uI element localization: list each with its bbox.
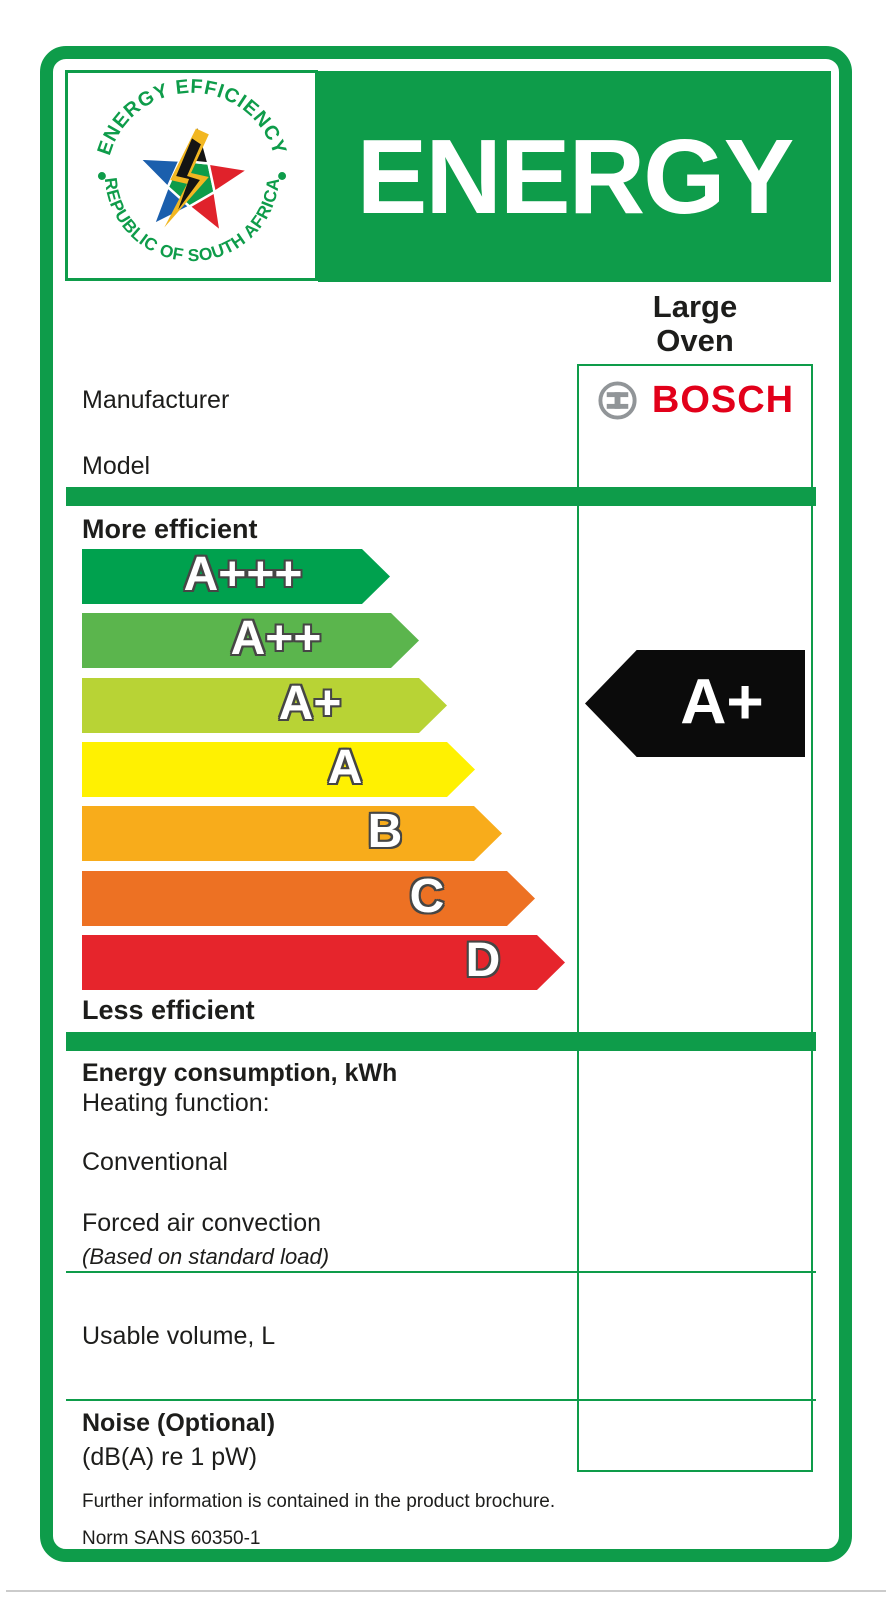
bosch-armature-icon — [598, 380, 637, 420]
noise-unit-label: (dB(A) re 1 pW) — [82, 1443, 258, 1471]
grade-arrow-a2plus: A++ — [82, 613, 419, 668]
grade-arrow-c: C — [82, 871, 535, 926]
usable-volume-label: Usable volume, L — [82, 1322, 276, 1350]
lightning-bolt-core — [175, 137, 201, 210]
grade-arrow-label: B — [367, 804, 403, 858]
model-label: Model — [82, 452, 151, 480]
grade-arrow-label: D — [465, 933, 501, 987]
manufacturer-label: Manufacturer — [82, 386, 230, 414]
grade-arrow-d: D — [82, 935, 565, 990]
energy-consumption-title: Energy consumption, kWh — [82, 1059, 398, 1087]
grade-arrow-label: C — [409, 869, 445, 923]
forced-air-convection-label: Forced air convection — [82, 1209, 322, 1237]
section-line-volume — [66, 1271, 816, 1273]
more-efficient-label: More efficient — [82, 514, 258, 544]
grade-arrow-label: A — [327, 740, 363, 794]
emblem-right-dot — [277, 171, 286, 180]
grade-arrow-label: A+++ — [183, 547, 303, 601]
value-column-box — [577, 364, 813, 1472]
noise-title: Noise (Optional) — [82, 1409, 276, 1437]
less-efficient-label: Less efficient — [82, 995, 255, 1025]
grade-arrow-aplus: A+ — [82, 678, 447, 733]
divider-bar-top — [66, 487, 816, 506]
grade-arrow-label: A++ — [230, 611, 322, 665]
emblem-left-dot — [97, 171, 106, 180]
page-title: ENERGY — [356, 117, 795, 236]
brand-row: BOSCH — [577, 364, 813, 436]
energy-banner: ENERGY — [318, 71, 831, 282]
brand-name: BOSCH — [651, 378, 795, 421]
conventional-label: Conventional — [82, 1148, 228, 1176]
grade-arrow-a: A — [82, 742, 475, 797]
grade-arrow-label: A+ — [278, 676, 342, 730]
standard-load-note: (Based on standard load) — [82, 1244, 330, 1269]
rating-grade: A+ — [680, 664, 764, 737]
sa-energy-efficiency-emblem-icon: ENERGY EFFICIENCY REPUBLIC OF SOUTH AFRI… — [93, 77, 289, 265]
divider-bar-bottom — [66, 1032, 816, 1051]
section-line-noise — [66, 1399, 816, 1401]
grade-arrow-b: B — [82, 806, 502, 861]
product-type-line2: Oven — [656, 323, 734, 358]
screenshot-bottom-edge — [6, 1590, 886, 1592]
label-frame — [40, 46, 852, 1562]
footer-info: Further information is contained in the … — [82, 1491, 556, 1512]
footer-norm: Norm SANS 60350-1 — [82, 1528, 261, 1549]
sa-energy-efficiency-emblem-box: ENERGY EFFICIENCY REPUBLIC OF SOUTH AFRI… — [65, 70, 318, 281]
product-type: Large Oven — [577, 290, 813, 358]
rating-arrow: A+ — [585, 650, 805, 757]
product-type-line1: Large — [652, 289, 738, 324]
grade-arrow-a3plus: A+++ — [82, 549, 390, 604]
heating-function-label: Heating function: — [82, 1089, 270, 1117]
